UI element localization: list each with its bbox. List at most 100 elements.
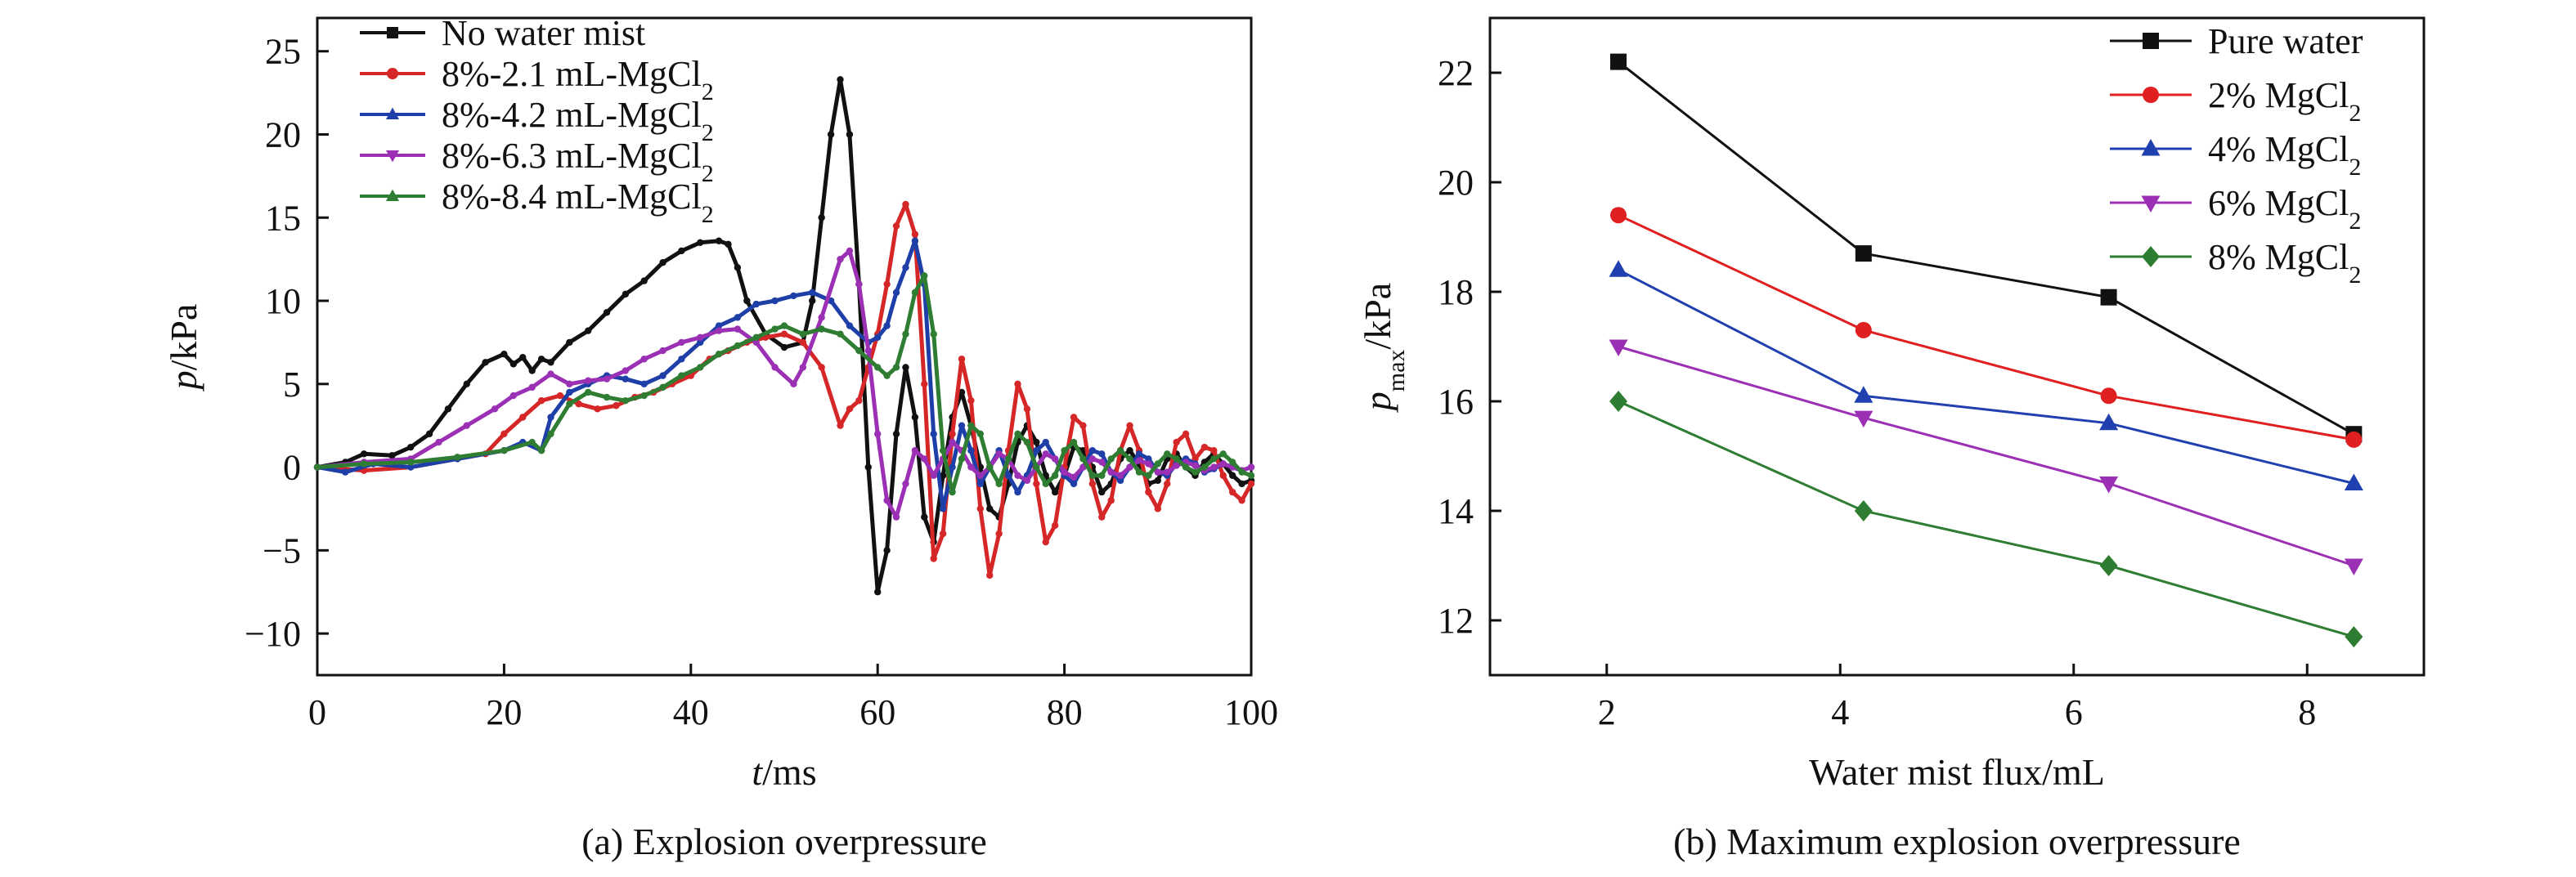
panel-a-data-point — [799, 338, 807, 347]
panel-b-legend-marker — [2141, 139, 2161, 156]
panel-a-data-point — [1154, 505, 1162, 512]
panel-a-chart: 0 20 40 60 80 100 −10 −5 0 5 10 15 20 25 No water mis… — [163, 13, 1278, 862]
panel-a-data-point — [883, 497, 891, 504]
panel-a-data-point — [949, 463, 956, 471]
panel-b-legend-label-main: 6% MgCl — [2208, 183, 2349, 223]
panel-a-legend-label-sub: 2 — [702, 78, 714, 105]
panel-b-data-point — [1854, 500, 1873, 521]
panel-b-legend-label-main: 4% MgCl — [2208, 129, 2349, 169]
panel-a-legend-label-main: 8%-4.2 mL-MgCl — [442, 95, 702, 135]
panel-a-data-point — [407, 459, 415, 466]
panel-b-y-label-unit: /kPa — [1357, 283, 1398, 350]
panel-a-data-point — [1033, 480, 1040, 488]
panel-b-x-tick-label: 8 — [2298, 692, 2316, 732]
panel-a-data-point — [827, 131, 835, 138]
panel-a-y-tick-label: 10 — [265, 281, 301, 321]
panel-a-data-point — [986, 505, 994, 512]
panel-b-caption: (b) Maximum explosion overpressure — [1673, 821, 2241, 862]
panel-a-data-point — [1107, 497, 1115, 504]
panel-b-legend-marker — [2143, 87, 2159, 103]
panel-a-data-point — [584, 327, 592, 334]
panel-b-series-line — [1618, 213, 2354, 441]
panel-a-y-label-var: p — [163, 370, 204, 392]
panel-a-legend-label: 8%-4.2 mL-MgCl2 — [442, 95, 714, 146]
panel-a-data-point — [967, 447, 975, 454]
panel-a-data-point — [678, 247, 685, 255]
panel-a-data-point — [1145, 488, 1152, 496]
panel-a-y-label-unit: /kPa — [163, 304, 204, 371]
panel-b-legend-marker — [2142, 246, 2160, 267]
panel-a-x-tick-label: 100 — [1224, 692, 1278, 732]
panel-a-data-point — [1014, 472, 1021, 479]
panel-a-data-point — [874, 364, 882, 371]
panel-a-data-point — [986, 463, 994, 471]
panel-a-data-point — [697, 338, 704, 347]
panel-a-data-point — [995, 480, 1003, 488]
panel-b-y-tick-label: 14 — [1438, 491, 1474, 531]
panel-a-data-point — [659, 372, 666, 379]
panel-a-data-point — [1098, 513, 1106, 521]
panel-a-legend-marker — [387, 68, 398, 79]
panel-a-data-point — [1210, 455, 1218, 463]
panel-b-y-tick-label: 20 — [1438, 163, 1474, 203]
panel-a-data-point — [976, 505, 985, 512]
panel-a-legend-label: No water mist — [442, 13, 645, 53]
panel-b-legend-label-sub: 2 — [2349, 100, 2361, 127]
panel-a-data-point — [855, 396, 863, 405]
panel-a-data-point — [790, 292, 797, 300]
panel-a-data-point — [809, 297, 816, 305]
panel-a-data-point — [547, 359, 554, 366]
panel-a-data-point — [537, 447, 545, 454]
panel-a-data-point — [407, 443, 415, 451]
panel-a-data-point — [892, 222, 900, 230]
panel-a-x-tick-label: 20 — [486, 692, 522, 732]
panel-b-x-tick-label: 2 — [1598, 692, 1616, 732]
panel-a-data-point — [892, 364, 900, 371]
panel-a-data-point — [1173, 438, 1180, 446]
panel-a-data-point — [556, 392, 564, 400]
panel-b-data-point — [2344, 473, 2363, 490]
panel-b-y-tick-label: 22 — [1438, 53, 1474, 93]
panel-a-data-point — [818, 314, 825, 321]
panel-a-data-point — [1116, 447, 1124, 454]
panel-a-data-point — [584, 377, 592, 384]
panel-a-y-tick-label: −10 — [245, 614, 301, 654]
panel-a-data-point — [678, 338, 685, 347]
panel-a-data-point — [1023, 477, 1031, 485]
panel-a-data-point — [864, 347, 872, 355]
panel-a-data-point — [958, 422, 966, 429]
panel-a-data-point — [921, 455, 928, 463]
panel-a-data-point — [864, 463, 872, 471]
panel-a-data-point — [566, 388, 573, 396]
panel-a-data-point — [1004, 472, 1012, 479]
panel-a-data-point — [790, 380, 797, 387]
panel-a-data-point — [715, 327, 723, 334]
panel-a-caption: (a) Explosion overpressure — [581, 821, 987, 862]
panel-a-data-point — [995, 530, 1003, 538]
panel-a-data-point — [1023, 405, 1031, 413]
panel-b-series-2 — [1610, 207, 2363, 448]
panel-a-data-point — [622, 367, 630, 374]
panel-a-data-point — [892, 513, 900, 521]
panel-a-data-point — [939, 505, 947, 512]
panel-a-data-point — [818, 364, 825, 371]
panel-a-y-tick-label: 20 — [265, 114, 301, 154]
panel-a-legend-label-sub: 2 — [702, 160, 714, 187]
panel-a-data-point — [846, 322, 854, 329]
panel-a-data-point — [1192, 468, 1199, 476]
panel-a-data-point — [342, 468, 349, 476]
panel-a-data-point — [640, 356, 648, 363]
panel-a-data-point — [1014, 430, 1021, 438]
panel-a-data-point — [883, 372, 891, 379]
panel-a-data-point — [902, 364, 909, 371]
panel-a-series-4 — [313, 247, 1255, 521]
panel-a-data-point — [603, 375, 611, 383]
panel-a-data-point — [1154, 477, 1162, 485]
panel-a-data-point — [752, 333, 760, 342]
panel-a-data-point — [435, 438, 442, 446]
panel-b-legend-label-main: 2% MgCl — [2208, 75, 2349, 115]
panel-a-data-point — [939, 447, 947, 454]
panel-b-data-point — [2100, 387, 2117, 405]
panel-a-data-point — [388, 452, 396, 459]
